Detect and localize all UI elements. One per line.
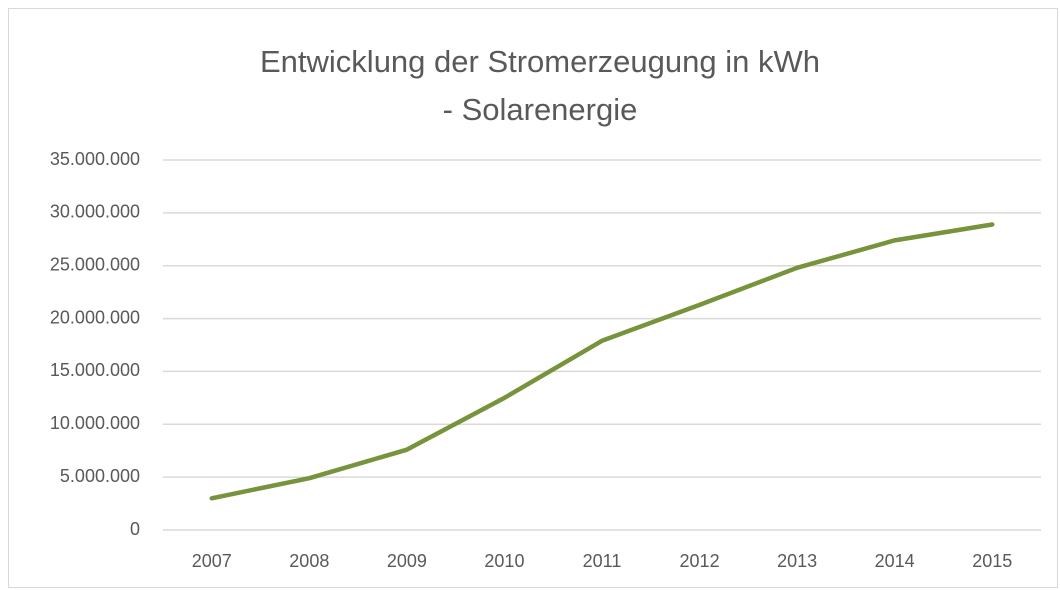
chart-frame bbox=[8, 8, 1058, 588]
y-tick-label: 30.000.000 bbox=[50, 202, 140, 222]
x-tick-label: 2011 bbox=[583, 551, 622, 571]
y-tick-label: 5.000.000 bbox=[60, 466, 140, 486]
x-tick-label: 2015 bbox=[972, 551, 1012, 571]
x-tick-label: 2014 bbox=[875, 551, 915, 571]
x-tick-label: 2012 bbox=[680, 551, 720, 571]
x-tick-label: 2007 bbox=[192, 551, 232, 571]
y-tick-label: 10.000.000 bbox=[50, 413, 140, 433]
x-tick-label: 2009 bbox=[387, 551, 427, 571]
chart-title: Entwicklung der Stromerzeugung in kWh - … bbox=[260, 44, 820, 127]
data-line bbox=[209, 222, 995, 501]
y-tick-label: 35.000.000 bbox=[50, 149, 140, 169]
y-tick-label: 25.000.000 bbox=[50, 254, 140, 274]
x-tick-label: 2008 bbox=[289, 551, 329, 571]
y-tick-label: 15.000.000 bbox=[50, 360, 140, 380]
y-tick-label: 20.000.000 bbox=[50, 307, 140, 327]
y-tick-label: 0 bbox=[130, 519, 140, 539]
x-tick-label: 2010 bbox=[484, 551, 524, 571]
x-tick-label: 2013 bbox=[777, 551, 817, 571]
